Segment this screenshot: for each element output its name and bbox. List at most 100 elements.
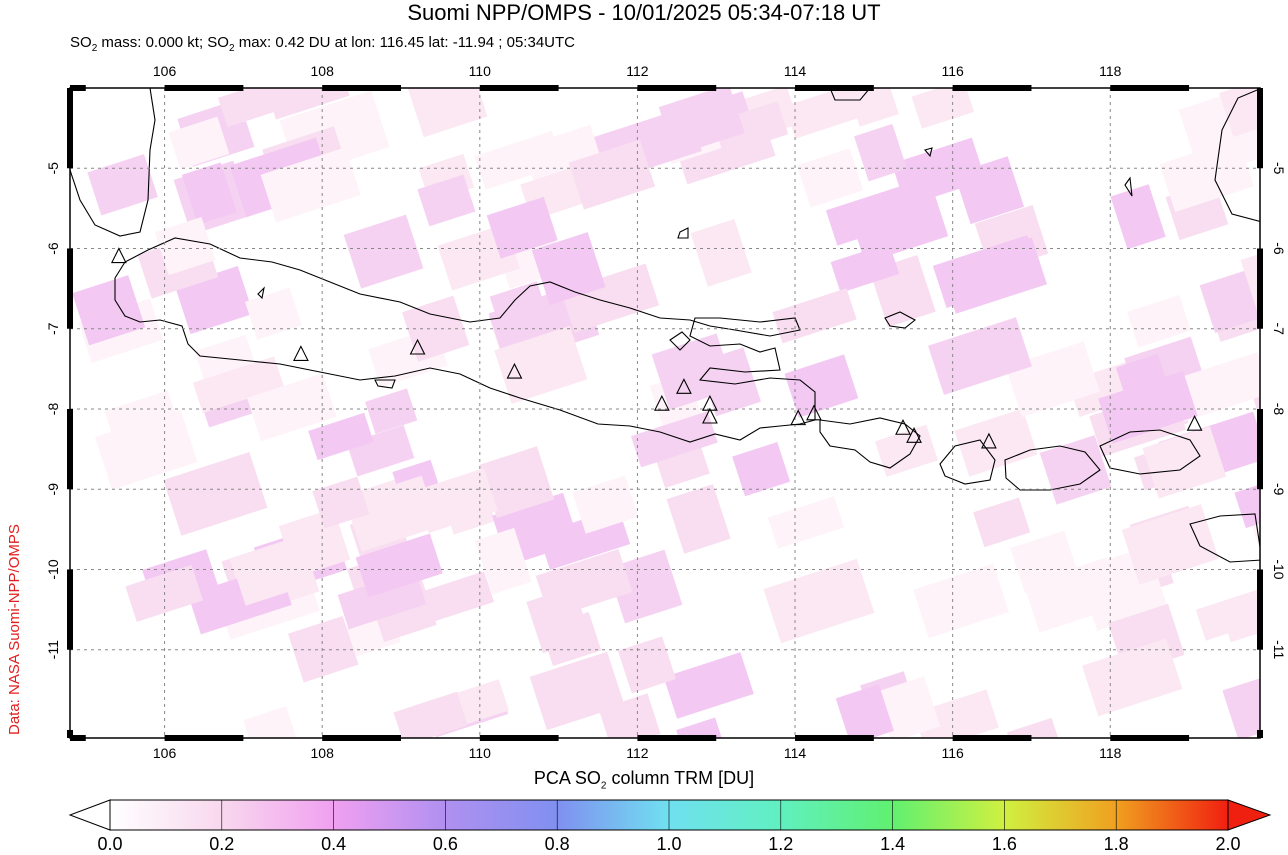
so2-pixel (913, 689, 999, 738)
so2-pixel (1007, 717, 1066, 738)
frame-bar-right (1257, 248, 1263, 329)
so2-pixel (1110, 184, 1166, 250)
so2-pixel (630, 411, 718, 468)
so2-pixel (1159, 138, 1254, 212)
so2-pixel (247, 373, 337, 442)
volcano-marker (790, 409, 807, 426)
so2-pixel (835, 684, 894, 738)
so2-pixel (676, 717, 729, 738)
volcano-marker (676, 378, 692, 394)
frame-bar-top (322, 85, 401, 91)
frame-bar-right (1257, 569, 1263, 650)
so2-pixel (154, 216, 216, 276)
so2-pixel (407, 88, 488, 138)
so2-pixel (168, 116, 230, 170)
colorbar-tick-label: 1.2 (768, 834, 793, 854)
so2-pixel (1127, 294, 1191, 348)
volcano-marker (110, 247, 127, 264)
volcano-marker (506, 362, 523, 379)
lat-tick-label-right: -10 (1271, 559, 1287, 579)
so2-pixel (1219, 577, 1260, 643)
map-title: Suomi NPP/OMPS - 10/01/2025 05:34-07:18 … (407, 0, 881, 25)
frame-bar-left (67, 88, 73, 169)
lon-tick-label-bottom: 112 (626, 745, 649, 761)
lon-tick-label-top: 112 (626, 63, 649, 79)
frame-bar-top (1110, 85, 1190, 91)
frame-bar-right (1257, 88, 1263, 169)
so2-pixel (245, 287, 302, 340)
frame-bar-bottom (70, 735, 86, 741)
so2-pixel (1234, 475, 1260, 529)
so2-pixel (825, 180, 931, 246)
axis-labels: 106 106 108 108 110 110 112 112 114 114 116 116 118 1… (45, 63, 1287, 761)
volcano-marker (806, 404, 822, 421)
colorbar-tick-label: 0.8 (545, 834, 570, 854)
so2-pixel (474, 130, 563, 190)
volcano-marker (1186, 415, 1203, 431)
so2-pixel (365, 388, 418, 435)
so2-pixel (529, 651, 625, 731)
frame-bar-top (795, 85, 874, 91)
so2-pixel (218, 88, 311, 128)
so2-pixel (355, 533, 443, 598)
so2-pixel (181, 162, 237, 225)
lat-tick-label-left: -11 (45, 640, 61, 659)
colorbar-min-arrow (68, 799, 111, 831)
frame-bar-left (67, 408, 73, 490)
volcano-marker (906, 427, 922, 443)
so2-pixel (784, 354, 859, 418)
lat-tick-label-right: -11 (1271, 640, 1287, 659)
colorbar-tick-label: 1.4 (880, 834, 905, 854)
colorbar-tick-label: 1.6 (992, 834, 1017, 854)
lon-tick-label-top: 106 (153, 63, 177, 79)
so2-pixel (87, 154, 158, 216)
so2-pixel (658, 88, 745, 156)
so2-pixel (1170, 352, 1260, 422)
so2-pixel (617, 636, 676, 694)
lat-tick-label-left: -7 (45, 322, 61, 335)
colorbar-tick-label: 0.2 (209, 834, 234, 854)
so2-pixel (1142, 426, 1227, 499)
so2-pixel (1199, 256, 1260, 333)
so2-pixel (72, 275, 146, 346)
so2-pixel (568, 139, 656, 210)
frame-bar-bottom (322, 735, 401, 741)
so2-pixel (494, 325, 588, 404)
so2-pixel (236, 557, 304, 606)
so2-pixel (928, 317, 1032, 396)
so2-pixel (1039, 435, 1112, 505)
lon-tick-label-top: 116 (941, 63, 964, 79)
so2-pixel (1081, 638, 1183, 717)
so2-pixel (104, 390, 183, 456)
so2-pixel (651, 333, 735, 410)
so2-summary: SO2 mass: 0.000 kt; SO2 max: 0.42 DU at … (70, 34, 575, 54)
colorbar: 0.0 0.2 0.4 0.6 0.8 1.0 1.2 1.4 1.6 1.8 2.0 (68, 799, 1272, 854)
frame-bar-top (70, 85, 86, 91)
frame-bar-left (67, 248, 73, 329)
lon-tick-label-bottom: 116 (941, 745, 964, 761)
so2-pixel (763, 558, 875, 644)
so2-pixel (913, 563, 1009, 639)
so2-pixel (1222, 662, 1260, 738)
so2-pixel (973, 497, 1031, 548)
so2-pixel (1098, 371, 1198, 444)
colorbar-tick-label: 1.0 (656, 834, 681, 854)
so2-pixel (854, 123, 907, 182)
volcano-marker (653, 394, 670, 411)
lat-tick-label-right: -7 (1271, 323, 1287, 336)
so2-pixel (243, 706, 304, 738)
graticule (70, 88, 1260, 738)
so2-pixel (1240, 246, 1260, 311)
colorbar-tick-label: 0.4 (321, 834, 346, 854)
so2-pixel (1121, 504, 1219, 585)
so2-pixel-layer (72, 88, 1260, 738)
lat-tick-label-right: -5 (1271, 162, 1287, 175)
so2-pixel (666, 484, 731, 554)
frame-bar-bottom (637, 735, 717, 741)
so2-pixel (486, 196, 558, 259)
so2-pixel (932, 235, 1042, 309)
lon-tick-label-bottom: 118 (1099, 745, 1122, 761)
lat-tick-label-left: -5 (45, 162, 61, 175)
so2-pixel (393, 691, 468, 738)
coastline-layer (70, 88, 1260, 563)
